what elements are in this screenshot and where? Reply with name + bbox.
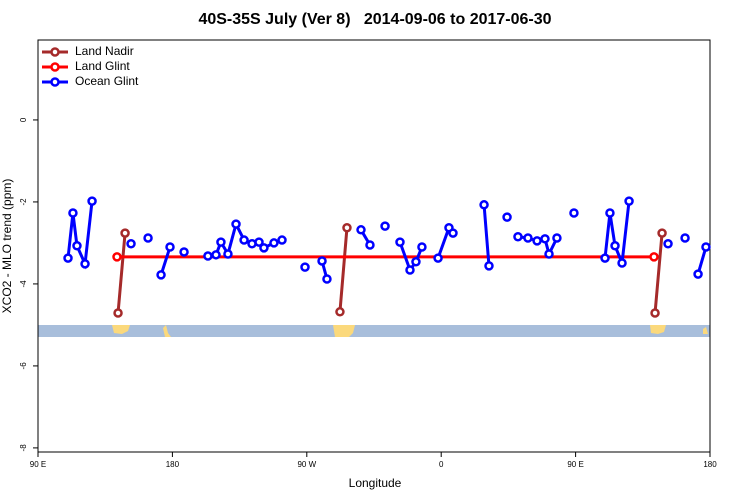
point (231, 219, 241, 229)
point (126, 238, 136, 249)
y-tick-label: -8 (19, 444, 28, 452)
legend-label: Land Glint (75, 59, 130, 73)
point (552, 233, 562, 243)
point (269, 238, 279, 248)
point (502, 212, 512, 222)
y-tick-label: -6 (19, 362, 28, 370)
legend-label: Land Nadir (75, 44, 134, 58)
x-tick-label: 90 W (297, 460, 316, 469)
point (380, 221, 390, 231)
point (211, 250, 221, 260)
point (356, 225, 366, 235)
y-tick-label: -4 (19, 280, 28, 288)
point (605, 208, 615, 218)
point (657, 228, 667, 238)
point (433, 253, 443, 263)
point (80, 259, 90, 269)
point (680, 233, 690, 243)
point (63, 253, 73, 263)
point (300, 262, 310, 272)
point (600, 253, 610, 263)
x-tick-label: 0 (439, 460, 444, 469)
point (523, 233, 533, 243)
point (223, 249, 233, 259)
point (112, 252, 122, 262)
point (395, 237, 405, 247)
point (120, 228, 130, 238)
legend-marker (50, 47, 60, 57)
point (143, 233, 153, 243)
point (411, 257, 421, 267)
x-tick-label: 180 (703, 460, 717, 469)
land-strip (38, 325, 710, 337)
point (448, 228, 458, 238)
point (68, 208, 78, 218)
point (540, 234, 550, 244)
point (113, 308, 123, 318)
x-tick-label: 90 E (567, 460, 583, 469)
legend-marker (50, 77, 60, 87)
point (544, 249, 554, 259)
x-axis-label: Longitude (349, 476, 402, 490)
point (277, 235, 287, 245)
point (156, 270, 166, 280)
point (317, 256, 327, 266)
y-axis-label: XCO2 - MLO trend (ppm) (0, 179, 14, 314)
legend-label: Ocean Glint (75, 74, 139, 88)
point (663, 238, 673, 249)
point (569, 208, 579, 218)
legend-marker (50, 62, 60, 72)
chart-title: 40S-35S July (Ver 8) 2014-09-06 to 2017-… (198, 11, 551, 28)
point (484, 261, 494, 271)
point (203, 251, 213, 261)
x-tick-label: 180 (166, 460, 180, 469)
point (165, 242, 175, 252)
point (624, 196, 634, 206)
point (216, 237, 226, 247)
point (701, 242, 711, 252)
point (365, 240, 375, 250)
point (72, 241, 82, 251)
x-tick-label: 90 E (30, 460, 46, 469)
point (342, 223, 352, 233)
point (610, 241, 620, 251)
point (479, 200, 489, 210)
point (617, 258, 627, 268)
point (254, 237, 264, 247)
y-tick-label: 0 (19, 117, 28, 122)
point (693, 269, 703, 279)
point (417, 242, 427, 252)
point (87, 196, 97, 206)
point (650, 308, 660, 318)
point (179, 247, 189, 257)
point (513, 232, 523, 242)
point (532, 236, 542, 246)
point (239, 235, 249, 245)
y-tick-label: -2 (19, 198, 28, 206)
point (259, 243, 269, 253)
point (322, 274, 332, 284)
point (649, 252, 659, 262)
point (335, 307, 345, 317)
series-line (116, 227, 664, 314)
point (405, 265, 415, 275)
